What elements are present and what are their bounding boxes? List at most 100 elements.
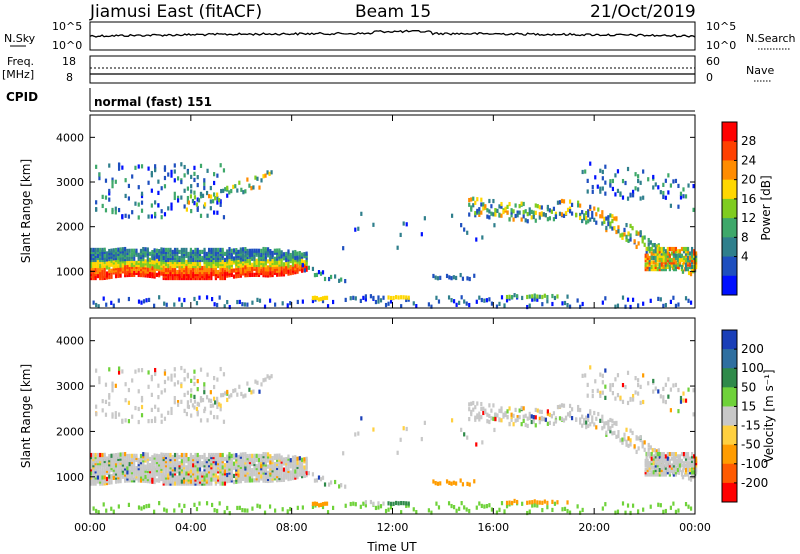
velocity-cell — [633, 444, 636, 449]
power-cell — [194, 251, 197, 257]
velocity-cell — [660, 463, 663, 468]
power-cell — [201, 265, 204, 271]
power-cell — [323, 295, 327, 300]
velocity-cell — [670, 452, 673, 457]
power-cell — [503, 303, 506, 308]
power-cell — [658, 255, 661, 261]
power-cell — [688, 251, 692, 256]
power-cell — [170, 169, 173, 174]
power-cell — [412, 301, 415, 306]
power-cell — [646, 262, 649, 267]
velocity-cell — [242, 394, 245, 399]
power-cell — [236, 188, 239, 193]
velocity-cell — [105, 476, 109, 482]
power-cell — [639, 230, 642, 235]
power-cell — [607, 221, 610, 227]
velocity-cell — [193, 405, 196, 410]
velocity-cell — [315, 478, 319, 483]
power-cell — [680, 267, 684, 272]
power-cell — [103, 273, 106, 278]
velocity-cell — [686, 465, 690, 470]
power-cell — [672, 260, 676, 265]
velocity-cell — [639, 435, 642, 440]
power-cell — [546, 294, 549, 300]
power-cell — [669, 299, 672, 304]
velocity-cell — [146, 452, 149, 457]
velocity-cell — [193, 381, 196, 387]
velocity-cell — [478, 411, 481, 416]
velocity-cell — [436, 481, 440, 486]
power-cell — [167, 275, 170, 281]
power-cell — [686, 255, 690, 261]
power-cell — [695, 253, 698, 258]
power-cell — [374, 299, 378, 305]
velocity-cell — [213, 508, 216, 513]
velocity-cell — [405, 426, 408, 432]
velocity-cell — [135, 453, 138, 458]
velocity-cell — [232, 473, 236, 479]
velocity-cell — [124, 458, 127, 463]
velocity-cell — [604, 368, 607, 373]
power-cell — [160, 186, 163, 191]
power-cell — [96, 253, 100, 259]
power-cell — [657, 185, 660, 190]
power-cell — [494, 208, 497, 213]
velocity-cell — [105, 508, 108, 513]
power-cell — [486, 208, 489, 213]
velocity-cell — [190, 393, 193, 398]
velocity-cell — [271, 464, 274, 469]
velocity-cell — [552, 421, 556, 426]
velocity-cell — [117, 504, 120, 509]
velocity-cell — [189, 398, 193, 403]
power-cell — [616, 188, 620, 194]
power-cell — [526, 219, 529, 224]
velocity-cell — [591, 415, 594, 420]
power-cell — [533, 293, 536, 298]
velocity-cell — [176, 461, 179, 466]
power-cell — [692, 249, 696, 254]
velocity-cell — [104, 382, 108, 387]
power-cell — [124, 271, 127, 276]
power-cell — [199, 163, 203, 168]
power-cell — [163, 212, 167, 217]
power-cell — [180, 247, 183, 253]
velocity-cell — [644, 463, 647, 468]
power-cell — [142, 299, 146, 304]
power-cell — [326, 304, 330, 309]
velocity-cell — [157, 383, 160, 388]
power-cell — [656, 249, 659, 254]
velocity-cell — [625, 427, 628, 432]
power-cell — [686, 262, 690, 267]
velocity-cell — [650, 461, 653, 466]
velocity-cell — [92, 506, 95, 511]
velocity-cell — [117, 412, 121, 417]
power-cell — [173, 195, 176, 201]
velocity-cell — [111, 412, 114, 417]
power-cell — [670, 258, 673, 263]
velocity-cell — [686, 472, 690, 477]
velocity-cell — [232, 461, 236, 466]
velocity-cell — [219, 477, 222, 482]
power-cell — [470, 197, 473, 202]
power-cell — [201, 249, 204, 255]
power-cell — [531, 297, 534, 302]
velocity-cell — [674, 465, 678, 470]
velocity-cell — [287, 454, 290, 459]
power-cell — [607, 218, 610, 223]
velocity-cell — [266, 464, 270, 469]
velocity-cell — [660, 465, 663, 470]
power-cell — [656, 246, 659, 252]
y-tick-label: 2000 — [56, 221, 84, 234]
power-cell — [650, 260, 653, 265]
power-colorbar-label: Power [dB] — [759, 175, 773, 240]
cpid-value: normal (fast) 151 — [94, 95, 212, 109]
colorbar-swatch — [722, 444, 737, 465]
power-cell — [344, 278, 347, 284]
velocity-cell — [176, 402, 180, 407]
velocity-cell — [255, 453, 258, 458]
velocity-cell — [397, 501, 400, 506]
power-cell — [389, 295, 393, 301]
velocity-cell — [223, 469, 227, 474]
velocity-cell — [173, 367, 176, 372]
velocity-cell — [163, 379, 167, 385]
